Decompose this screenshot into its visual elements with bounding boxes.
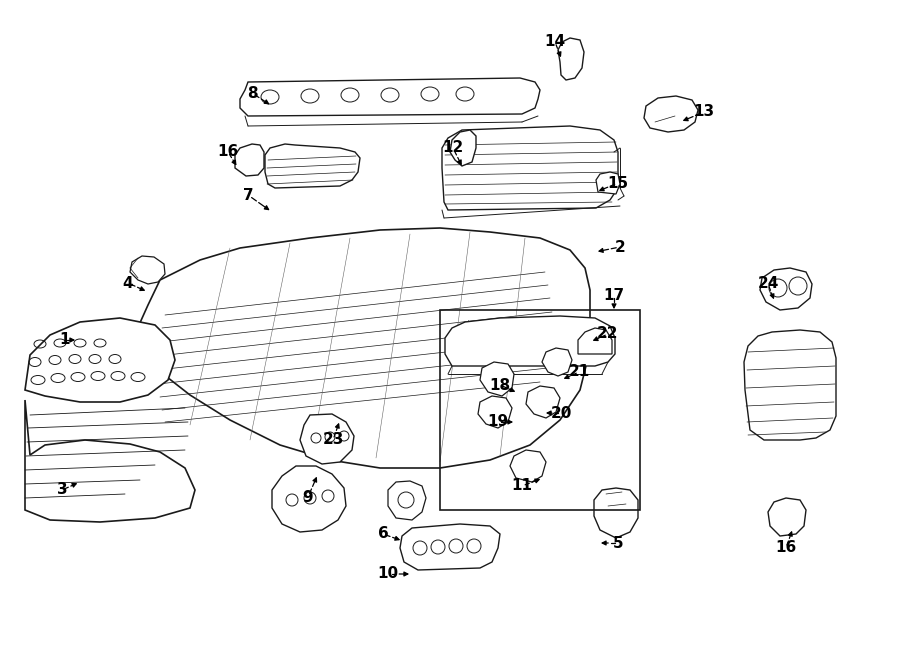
Text: 15: 15: [608, 176, 628, 190]
Polygon shape: [25, 318, 175, 402]
Polygon shape: [542, 348, 572, 376]
Text: 18: 18: [490, 377, 510, 393]
Text: 4: 4: [122, 276, 133, 290]
Polygon shape: [596, 172, 620, 194]
Bar: [440, 310, 640, 510]
Text: 16: 16: [218, 145, 238, 159]
Polygon shape: [25, 400, 195, 522]
Polygon shape: [768, 498, 806, 536]
Polygon shape: [388, 481, 426, 520]
Polygon shape: [450, 130, 476, 166]
Polygon shape: [478, 396, 512, 428]
Text: 16: 16: [776, 541, 796, 555]
Polygon shape: [480, 362, 514, 396]
Polygon shape: [445, 316, 615, 366]
Text: 24: 24: [757, 276, 778, 292]
Polygon shape: [130, 256, 165, 284]
Text: 14: 14: [544, 34, 565, 50]
Text: 3: 3: [57, 483, 68, 498]
Text: 20: 20: [550, 405, 572, 420]
Text: 10: 10: [377, 566, 399, 582]
Polygon shape: [265, 144, 360, 188]
Text: 19: 19: [488, 414, 508, 430]
Polygon shape: [526, 386, 560, 418]
Text: 8: 8: [247, 85, 257, 100]
Polygon shape: [300, 414, 354, 464]
Polygon shape: [400, 524, 500, 570]
Text: 12: 12: [443, 141, 464, 155]
Text: 2: 2: [615, 239, 626, 254]
Text: 5: 5: [613, 535, 624, 551]
Text: 9: 9: [302, 490, 313, 504]
Polygon shape: [272, 466, 346, 532]
Polygon shape: [594, 488, 638, 538]
Text: 23: 23: [322, 432, 344, 447]
Polygon shape: [558, 38, 584, 80]
Polygon shape: [578, 328, 612, 354]
Text: 6: 6: [378, 527, 389, 541]
Text: 22: 22: [598, 327, 619, 342]
Polygon shape: [240, 78, 540, 116]
Text: 13: 13: [693, 104, 715, 120]
Text: 1: 1: [59, 332, 70, 348]
Text: 7: 7: [243, 188, 253, 202]
Polygon shape: [644, 96, 698, 132]
Polygon shape: [130, 228, 590, 468]
Polygon shape: [442, 126, 618, 210]
Polygon shape: [744, 330, 836, 440]
Polygon shape: [510, 450, 546, 482]
Text: 11: 11: [511, 479, 533, 494]
Text: 21: 21: [569, 364, 590, 379]
Polygon shape: [760, 268, 812, 310]
Polygon shape: [235, 144, 264, 176]
Text: 17: 17: [603, 288, 625, 303]
